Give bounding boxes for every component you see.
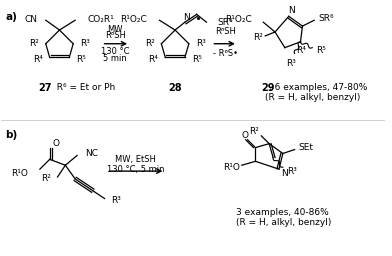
Text: R⁴: R⁴ [149,55,158,64]
Text: 5 min: 5 min [103,54,127,63]
Text: SR⁶: SR⁶ [217,18,233,27]
Text: 28: 28 [168,83,182,93]
Text: R²: R² [41,174,51,184]
Text: R⁶SH: R⁶SH [105,31,126,40]
Text: , 6 examples, 47-80%: , 6 examples, 47-80% [269,83,368,92]
Text: O: O [53,139,60,148]
Text: R²: R² [249,127,260,136]
Text: R¹O: R¹O [223,163,240,172]
Text: R³: R³ [80,39,90,48]
Text: NC: NC [85,149,98,158]
Text: N: N [281,168,288,178]
Text: R²: R² [145,39,154,48]
Text: a): a) [5,12,18,22]
Text: N: N [288,6,295,15]
Text: MW: MW [107,25,123,34]
Text: R³: R³ [196,39,205,48]
Text: MW, EtSH: MW, EtSH [116,155,156,164]
Text: 3 examples, 40-86%: 3 examples, 40-86% [236,208,328,217]
Text: O: O [241,131,248,140]
Text: (R = H, alkyl, benzyl): (R = H, alkyl, benzyl) [265,93,361,102]
Text: b): b) [5,130,18,140]
Text: R¹O: R¹O [11,168,28,178]
Text: 27: 27 [38,83,51,93]
Text: R³: R³ [286,59,296,68]
Text: R¹O₂C: R¹O₂C [225,15,252,24]
Text: R²: R² [29,39,39,48]
Text: R⁵: R⁵ [316,46,326,55]
Text: 130 °C, 5 min: 130 °C, 5 min [107,165,165,174]
Text: R⁴: R⁴ [33,55,43,64]
Text: CO₂R¹: CO₂R¹ [88,15,114,24]
Text: R⁶SH: R⁶SH [215,27,236,37]
Text: (R = H, alkyl, benzyl): (R = H, alkyl, benzyl) [236,218,331,227]
Text: R²: R² [253,33,263,42]
Text: SEt: SEt [299,143,314,152]
Text: R³: R³ [111,196,121,205]
Text: N: N [183,13,190,22]
Text: 29: 29 [261,83,275,93]
Text: CN: CN [25,15,38,24]
Text: R⁵: R⁵ [192,55,201,64]
Text: R⁶ = Et or Ph: R⁶ = Et or Ph [51,83,115,92]
Text: R⁴: R⁴ [297,47,307,56]
Text: SR⁶: SR⁶ [318,14,334,23]
Text: R³: R³ [287,167,297,176]
Text: - R⁶S•: - R⁶S• [212,49,238,58]
Text: 130 °C: 130 °C [101,47,130,56]
Text: R¹O₂C: R¹O₂C [120,15,147,24]
Text: R⁵: R⁵ [76,55,86,64]
